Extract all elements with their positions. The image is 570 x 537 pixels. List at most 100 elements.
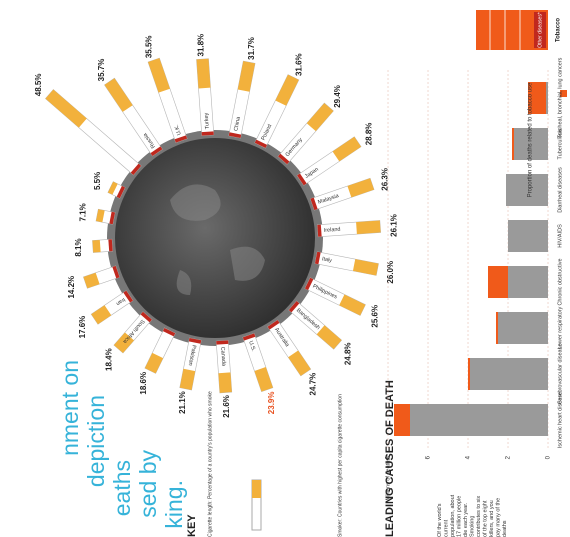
bar-segment bbox=[508, 220, 548, 252]
intro-line: king. bbox=[161, 480, 187, 529]
cigarette-ember bbox=[317, 224, 322, 237]
key-title: KEY bbox=[186, 514, 198, 537]
key-box bbox=[185, 478, 245, 537]
cigarette: Australia bbox=[267, 319, 312, 377]
value-label: 21.1% bbox=[178, 391, 187, 414]
cigarette-filter bbox=[237, 61, 256, 92]
key-note: Smoker: Countries with highest per capit… bbox=[337, 394, 343, 537]
value-label: 48.5% bbox=[34, 74, 43, 97]
cigarette: Italy bbox=[314, 251, 379, 276]
value-label: 24.7% bbox=[309, 373, 318, 396]
cigarette-filter bbox=[316, 325, 342, 350]
cigarette-ember bbox=[201, 131, 214, 136]
y-tick-label: 2 bbox=[506, 455, 512, 459]
cigarette: Germany bbox=[277, 102, 334, 165]
cigarette-ember bbox=[278, 153, 290, 165]
bar-segment bbox=[496, 312, 498, 344]
x-tick-label: Lower respiratory bbox=[557, 307, 563, 350]
bar-segment bbox=[498, 312, 548, 344]
value-label: 35.7% bbox=[97, 59, 106, 82]
cigarette: Turkey bbox=[196, 58, 215, 136]
value-label: 18.6% bbox=[139, 372, 148, 395]
cigarette-filter bbox=[288, 350, 311, 376]
cigarette-filter bbox=[254, 367, 273, 392]
cigarette-ember bbox=[174, 135, 188, 143]
value-label: 26.3% bbox=[380, 168, 389, 191]
cigarette-filter bbox=[218, 372, 232, 393]
cigarette-filter bbox=[107, 181, 118, 195]
cigarette-ember bbox=[216, 340, 229, 345]
top-bar-box bbox=[534, 12, 546, 48]
x-tick-label: Chronic obstructive bbox=[557, 258, 563, 305]
value-label: 35.5% bbox=[144, 35, 153, 58]
cigarette-filter bbox=[113, 332, 134, 353]
top-bar-label: Tobacco bbox=[556, 18, 562, 43]
legend-label: Proportion of deaths related to tobacco … bbox=[528, 82, 534, 197]
value-label: 8.1% bbox=[74, 238, 83, 256]
value-label: 29.4% bbox=[333, 85, 342, 108]
cigarette-ember bbox=[109, 211, 116, 225]
value-label: 31.8% bbox=[197, 34, 206, 57]
cigarette bbox=[107, 181, 126, 199]
y-tick-label: 8 bbox=[386, 455, 392, 459]
x-tick-label: Tracheal, bronchial, lung cancers bbox=[557, 57, 563, 138]
value-label: 17.6% bbox=[78, 316, 87, 339]
cigarette: Russia bbox=[104, 77, 163, 157]
cigarette-filter bbox=[148, 58, 170, 93]
intro-line: sed by bbox=[135, 450, 161, 518]
cigarette-filter bbox=[179, 368, 196, 390]
value-label: 31.6% bbox=[295, 53, 304, 76]
country-name: China bbox=[233, 115, 242, 131]
bar-segment bbox=[410, 404, 548, 436]
x-tick-label: Diarrheal diseases bbox=[557, 167, 563, 213]
cigarette-ember bbox=[112, 265, 120, 279]
value-label: 28.8% bbox=[364, 123, 373, 146]
cigarette-ember bbox=[140, 311, 152, 323]
cigarette-filter bbox=[45, 89, 87, 128]
cigarette: Philippines bbox=[304, 277, 366, 316]
cigarette bbox=[45, 89, 142, 176]
cigarette-filter bbox=[352, 259, 379, 276]
cigarette: Japan bbox=[296, 136, 362, 186]
intro-line: nment on bbox=[57, 360, 83, 456]
cigarette-ember bbox=[254, 139, 268, 149]
cigarette: Ireland bbox=[317, 220, 381, 238]
cigarette-ember bbox=[314, 251, 321, 265]
cigarette-filter bbox=[144, 352, 164, 374]
key-text: Cigarette length: Percentage of a countr… bbox=[207, 391, 213, 537]
country-name: U.S. bbox=[247, 340, 256, 353]
y-tick-label: 0 bbox=[546, 455, 552, 459]
cigarette-ember bbox=[116, 185, 126, 199]
cigarette-ember bbox=[188, 337, 202, 344]
key-filter bbox=[252, 480, 261, 498]
cigarette-ember bbox=[297, 173, 307, 186]
country-name: Canada bbox=[219, 347, 226, 368]
value-label: 21.6% bbox=[222, 395, 231, 418]
cigarette: China bbox=[228, 60, 256, 139]
cigarette-ember bbox=[123, 290, 133, 303]
value-label: 26.1% bbox=[389, 214, 398, 237]
bar-segment bbox=[394, 404, 410, 436]
cigarette-ember bbox=[228, 132, 242, 139]
cigarette-ember bbox=[108, 239, 113, 252]
continents bbox=[170, 184, 265, 295]
country-name: Turkey bbox=[204, 112, 211, 129]
globe bbox=[115, 138, 315, 338]
bar-segment bbox=[512, 128, 514, 160]
cigarette: U.S. bbox=[242, 333, 274, 392]
value-label: 14.2% bbox=[67, 276, 76, 299]
y-tick-label: 6 bbox=[426, 455, 432, 459]
cigarette-filter bbox=[92, 240, 101, 253]
cigarette-filter bbox=[275, 74, 299, 106]
value-label: 24.8% bbox=[343, 342, 352, 365]
cigarette: Iran bbox=[90, 290, 134, 325]
cigarette bbox=[92, 238, 113, 253]
bar-segment bbox=[528, 82, 546, 114]
value-label: 26.0% bbox=[386, 261, 395, 284]
y-axis-title: Millions of deaths bbox=[385, 458, 391, 501]
top-bar-label: Other diseases* bbox=[537, 12, 543, 48]
cigarette-filter bbox=[96, 209, 105, 223]
cigarette-ember bbox=[288, 301, 300, 313]
cigarette: U.K. bbox=[147, 57, 188, 143]
